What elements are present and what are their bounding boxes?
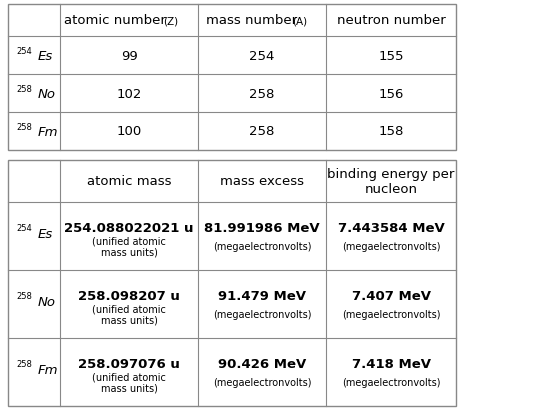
Text: Es: Es: [38, 50, 53, 63]
Text: neutron number: neutron number: [337, 14, 446, 27]
Text: 99: 99: [121, 49, 138, 62]
Text: mass excess: mass excess: [220, 175, 304, 188]
Text: 258: 258: [16, 84, 32, 93]
Text: Fm: Fm: [38, 364, 59, 377]
Text: binding energy per
nucleon: binding energy per nucleon: [327, 168, 455, 196]
Text: No: No: [38, 88, 56, 101]
Text: 258: 258: [249, 125, 275, 138]
Text: (unified atomic
mass units): (unified atomic mass units): [92, 371, 166, 393]
Text: atomic number: atomic number: [64, 14, 166, 27]
Text: 258.097076 u: 258.097076 u: [78, 357, 180, 371]
Text: 258: 258: [16, 122, 32, 131]
Text: Fm: Fm: [38, 126, 59, 139]
Text: (megaelectronvolts): (megaelectronvolts): [213, 241, 311, 252]
Bar: [8, 5, 456, 151]
Text: 156: 156: [378, 87, 404, 100]
Text: 100: 100: [116, 125, 141, 138]
Text: 102: 102: [116, 87, 141, 100]
Text: 258: 258: [16, 360, 32, 369]
Text: 7.418 MeV: 7.418 MeV: [351, 357, 430, 371]
Text: (megaelectronvolts): (megaelectronvolts): [342, 309, 440, 319]
Text: mass number: mass number: [206, 14, 298, 27]
Text: 258: 258: [249, 87, 275, 100]
Text: 158: 158: [378, 125, 404, 138]
Text: 258: 258: [16, 292, 32, 301]
Text: (megaelectronvolts): (megaelectronvolts): [342, 377, 440, 387]
Text: 81.991986 MeV: 81.991986 MeV: [204, 222, 320, 235]
Text: (megaelectronvolts): (megaelectronvolts): [213, 377, 311, 387]
Text: 91.479 MeV: 91.479 MeV: [218, 290, 306, 303]
Text: 7.407 MeV: 7.407 MeV: [351, 290, 430, 303]
Text: (A): (A): [293, 17, 307, 27]
Text: 258.098207 u: 258.098207 u: [78, 290, 180, 303]
Text: (unified atomic
mass units): (unified atomic mass units): [92, 236, 166, 257]
Text: (Z): (Z): [163, 17, 178, 27]
Text: atomic mass: atomic mass: [86, 175, 171, 188]
Text: 155: 155: [378, 49, 404, 62]
Text: (megaelectronvolts): (megaelectronvolts): [213, 309, 311, 319]
Text: 254: 254: [16, 46, 32, 55]
Text: (unified atomic
mass units): (unified atomic mass units): [92, 303, 166, 325]
Text: 254: 254: [249, 49, 275, 62]
Text: 254: 254: [16, 224, 32, 233]
Text: 254.088022021 u: 254.088022021 u: [64, 222, 194, 235]
Text: No: No: [38, 296, 56, 309]
Text: 90.426 MeV: 90.426 MeV: [218, 357, 306, 371]
Text: 7.443584 MeV: 7.443584 MeV: [338, 222, 444, 235]
Bar: [8, 161, 456, 406]
Text: (megaelectronvolts): (megaelectronvolts): [342, 241, 440, 252]
Text: Es: Es: [38, 228, 53, 241]
